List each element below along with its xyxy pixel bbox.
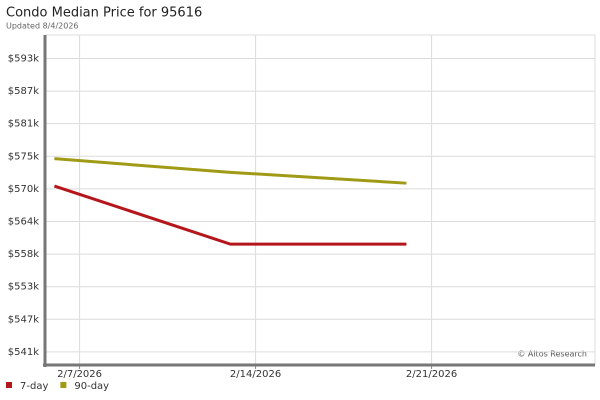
y-tick-label: $587k xyxy=(8,86,39,97)
legend-swatch xyxy=(6,382,12,388)
y-tick-label: $553k xyxy=(8,282,39,293)
y-tick-label: $558k xyxy=(8,249,39,260)
series-line xyxy=(54,157,407,185)
series-line xyxy=(53,184,407,246)
legend-swatch xyxy=(60,382,67,388)
plot-area xyxy=(44,34,596,366)
y-tick-label: $564k xyxy=(8,216,39,227)
y-tick-label: $547k xyxy=(8,314,39,325)
legend-label: 90-day xyxy=(74,381,109,392)
y-tick-label: $593k xyxy=(8,53,39,64)
y-tick-label: $541k xyxy=(8,347,39,358)
y-tick-label: $570k xyxy=(8,184,39,195)
annotation: © Altos Research xyxy=(517,350,587,359)
x-tick-label: 2/21/2026 xyxy=(406,369,457,380)
x-tick-label: 2/14/2026 xyxy=(230,369,281,380)
y-tick-label: $575k xyxy=(8,151,39,162)
chart-subtitle: Updated 8/4/2026 xyxy=(6,22,79,31)
legend-label: 7-day xyxy=(20,381,48,392)
y-tick-label: $581k xyxy=(8,119,39,130)
chart-title: Condo Median Price for 95616 xyxy=(6,6,202,21)
x-tick-label: 2/7/2026 xyxy=(57,369,102,380)
